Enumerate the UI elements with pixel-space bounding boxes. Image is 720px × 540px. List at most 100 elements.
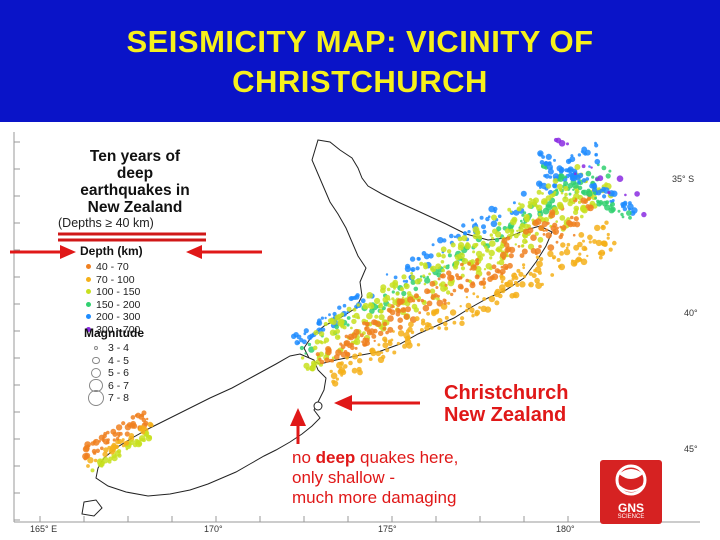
longitude-label: 175° [378, 524, 397, 534]
earthquake-marker [416, 256, 421, 261]
earthquake-marker [419, 328, 424, 332]
earthquake-marker [567, 183, 573, 189]
earthquake-marker [628, 215, 632, 220]
earthquake-marker [641, 211, 647, 218]
earthquake-marker [556, 258, 561, 262]
earthquake-marker [528, 271, 533, 276]
earthquake-marker [467, 230, 471, 234]
earthquake-marker [487, 215, 491, 218]
depth-arrow-left [10, 245, 76, 259]
earthquake-marker [447, 301, 451, 305]
earthquake-marker [408, 321, 414, 328]
earthquake-marker [499, 275, 506, 281]
magnitude-legend-label: 3 - 4 [108, 342, 130, 354]
earthquake-marker [403, 283, 410, 290]
earthquake-marker [574, 221, 581, 228]
earthquake-marker [595, 177, 599, 182]
earthquake-marker [406, 342, 413, 349]
earthquake-marker [323, 340, 327, 344]
earthquake-marker [504, 266, 509, 270]
earthquake-marker [102, 439, 105, 443]
earthquake-marker [589, 205, 593, 209]
earthquake-markers [82, 137, 647, 473]
earthquake-marker [550, 225, 557, 232]
earthquake-marker [378, 330, 384, 337]
earthquake-marker [597, 251, 603, 256]
earthquake-marker [580, 150, 584, 154]
earthquake-marker [610, 201, 615, 207]
earthquake-marker [300, 356, 305, 360]
depth-legend-label: 150 - 200 [96, 298, 141, 311]
earthquake-marker [574, 172, 577, 175]
earthquake-marker [546, 163, 553, 171]
earthquake-marker [594, 141, 597, 145]
earthquake-marker [461, 223, 466, 228]
seismicity-map: Ten years of deep earthquakes in New Zea… [0, 122, 720, 540]
earthquake-marker [510, 218, 517, 226]
earthquake-marker [550, 273, 555, 277]
earthquake-marker [449, 309, 457, 316]
earthquake-marker [490, 220, 498, 228]
earthquake-marker [111, 455, 118, 462]
earthquake-marker [392, 282, 399, 289]
earthquake-marker [555, 188, 559, 192]
earthquake-marker [488, 205, 496, 213]
earthquake-marker [552, 178, 559, 184]
earthquake-marker [444, 283, 448, 287]
frame-ticks [14, 141, 657, 522]
earthquake-marker [476, 295, 480, 299]
earthquake-marker [383, 338, 388, 343]
earthquake-marker [410, 279, 416, 285]
earthquake-marker [473, 264, 476, 268]
earthquake-marker [296, 334, 302, 340]
earthquake-marker [504, 228, 511, 234]
earthquake-marker [329, 369, 333, 374]
earthquake-marker [433, 308, 440, 315]
earthquake-marker [593, 182, 597, 187]
earthquake-marker [500, 265, 504, 269]
earthquake-marker [471, 314, 475, 318]
earthquake-marker [559, 251, 564, 256]
earthquake-marker [373, 339, 376, 343]
earthquake-marker [553, 137, 559, 143]
earthquake-marker [518, 202, 521, 205]
earthquake-marker [435, 263, 442, 270]
earthquake-marker [101, 456, 109, 464]
earthquake-marker [371, 333, 377, 339]
depth-legend-swatch [86, 301, 91, 307]
earthquake-marker [494, 237, 500, 243]
earthquake-marker [595, 239, 603, 247]
magnitude-legend-label: 7 - 8 [108, 392, 130, 404]
earthquake-marker [508, 253, 514, 259]
earthquake-marker [517, 245, 521, 248]
earthquake-marker [602, 200, 608, 207]
earthquake-marker [621, 215, 625, 219]
earthquake-marker [504, 281, 511, 287]
earthquake-marker [474, 222, 478, 225]
earthquake-marker [450, 292, 454, 297]
earthquake-marker [428, 272, 431, 276]
earthquake-marker [548, 211, 556, 219]
earthquake-marker [520, 190, 527, 197]
earthquake-marker [443, 265, 446, 269]
earthquake-marker [573, 209, 579, 215]
earthquake-marker [358, 352, 362, 357]
earthquake-marker [482, 286, 486, 289]
earthquake-marker [546, 221, 550, 225]
earthquake-marker [498, 249, 501, 252]
earthquake-marker [424, 277, 431, 284]
earthquake-marker [591, 175, 595, 179]
earthquake-marker [547, 168, 554, 175]
note-emphasis: deep [315, 448, 356, 467]
earthquake-marker [584, 149, 591, 156]
earthquake-marker [489, 240, 496, 247]
earthquake-marker [121, 438, 125, 442]
earthquake-marker [391, 297, 395, 301]
earthquake-marker [472, 250, 476, 254]
earthquake-marker [106, 430, 110, 435]
earthquake-marker [608, 169, 612, 173]
earthquake-marker [98, 459, 102, 463]
earthquake-marker [146, 417, 149, 421]
earthquake-marker [608, 247, 613, 252]
earthquake-marker [330, 319, 337, 325]
